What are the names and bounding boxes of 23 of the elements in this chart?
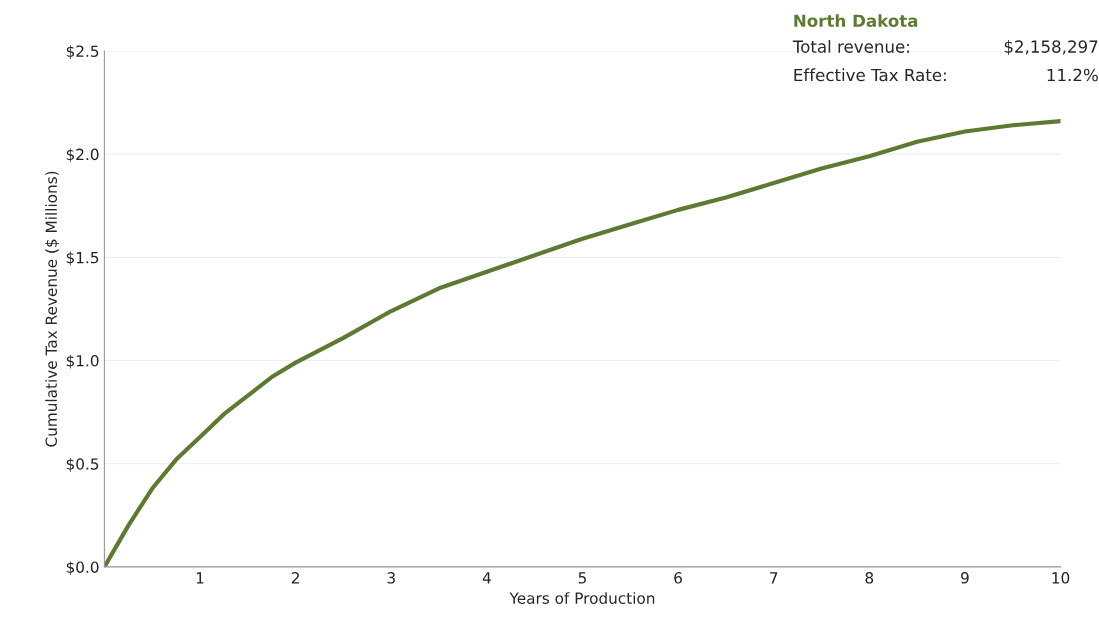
x-tick-label: 4 xyxy=(482,572,491,584)
y-tick-label: $2.5 xyxy=(66,45,99,60)
annotation: Effective Tax Rate: xyxy=(794,68,946,82)
annotation: Total revenue: xyxy=(792,39,909,53)
x-tick-label: 2 xyxy=(291,572,299,584)
x-tick-label: 9 xyxy=(961,572,969,584)
x-tick-label: 8 xyxy=(865,572,874,584)
y-tick-label: $0.5 xyxy=(66,457,99,472)
x-axis-title: Years of Production xyxy=(509,592,655,604)
x-tick-label: 5 xyxy=(578,572,586,584)
x-tick-label: 7 xyxy=(770,572,778,584)
y-tick-label: $2.0 xyxy=(66,148,99,163)
x-tick-label: 6 xyxy=(674,572,682,584)
y-tick-label: $0.0 xyxy=(66,561,99,575)
annotation: 11.2% xyxy=(1047,68,1098,82)
chart-title: North Dakota xyxy=(794,14,918,28)
x-tick-label: 3 xyxy=(387,572,395,584)
y-axis-title: Cumulative Tax Revenue ($ Millions) xyxy=(45,171,60,447)
y-tick-label: $1.5 xyxy=(66,251,99,266)
y-tick-label: $1.0 xyxy=(66,354,99,369)
x-tick-label: 10 xyxy=(1052,572,1070,584)
x-tick-label: 1 xyxy=(196,572,204,584)
annotation: $2,158,297 xyxy=(1004,39,1098,56)
